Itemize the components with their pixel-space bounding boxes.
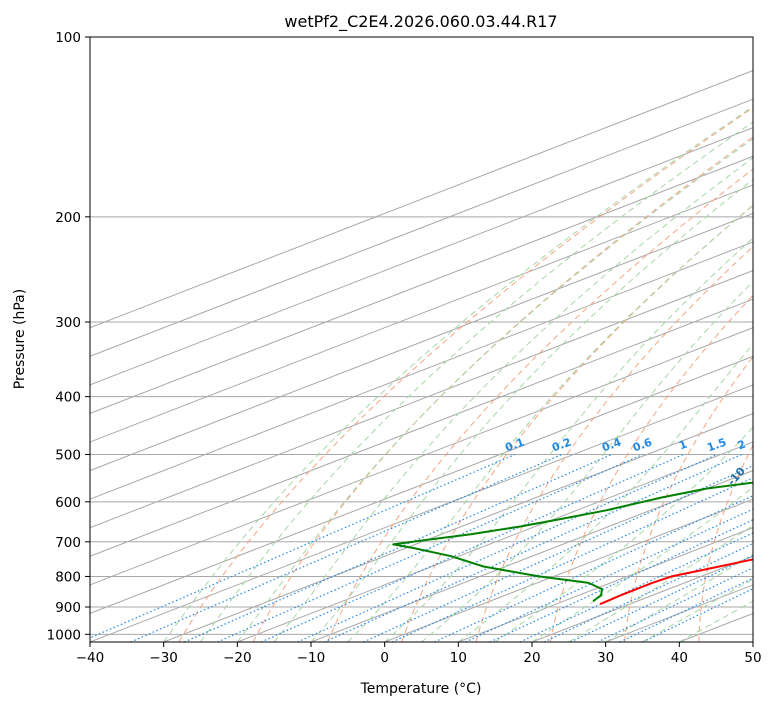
x-tick-label: 0 [380, 650, 389, 666]
dry-adiabat-line [624, 355, 753, 642]
isotherm-line [90, 327, 753, 586]
x-tick-label: −30 [149, 650, 178, 666]
mixing-ratio-line [619, 577, 753, 642]
x-tick-label: 40 [671, 650, 688, 666]
mixing-ratio-line [217, 453, 643, 642]
dry-adiabat-line [549, 294, 753, 642]
y-tick-label: 1000 [47, 627, 81, 643]
dewpoint-profile-line [392, 481, 753, 603]
mixing-ratio-line [434, 495, 753, 642]
isotherm-line [237, 441, 753, 642]
y-tick-label: 100 [55, 30, 81, 46]
dry-adiabat-line [698, 444, 753, 642]
y-tick-label: 800 [55, 569, 81, 585]
moist-adiabat-line [605, 553, 753, 642]
isotherm-line [90, 212, 753, 472]
mixing-ratio-label: 0.2 [550, 436, 573, 455]
y-tick-label: 900 [55, 600, 81, 616]
y-tick-label: 700 [55, 535, 81, 551]
mixing-ratio-line [570, 554, 753, 642]
x-tick-label: 10 [450, 650, 467, 666]
isotherm-line [90, 241, 753, 500]
y-tick-label: 300 [55, 315, 81, 331]
mixing-ratio-line [519, 532, 753, 642]
moist-adiabat-line [200, 121, 753, 642]
mixing-ratio-label: 0.6 [631, 435, 654, 454]
y-tick-label: 200 [55, 210, 81, 226]
mixing-ratio-label: 0.4 [600, 435, 623, 454]
x-tick-label: −20 [223, 650, 252, 666]
moist-adiabat-line [494, 426, 753, 642]
moist-adiabat-line [421, 280, 753, 642]
chart-title: wetPf2_C2E4.2026.060.03.44.R17 [284, 12, 557, 32]
mixing-ratio-label: 1 [677, 438, 689, 453]
isotherm-line [90, 98, 753, 357]
mixing-ratio-line [90, 453, 516, 639]
moist-adiabat-line [310, 178, 753, 642]
moist-adiabat-line [457, 343, 753, 642]
y-tick-label: 600 [55, 495, 81, 511]
x-tick-label: −40 [76, 650, 105, 666]
isotherm-line [90, 270, 753, 529]
isotherm-line [90, 184, 753, 443]
dry-adiabat-line [178, 107, 753, 642]
isotherm-line [458, 527, 753, 642]
mixing-ratio-line [297, 453, 718, 642]
y-tick-label: 400 [55, 390, 81, 406]
dry-adiabat-line [401, 204, 753, 642]
moist-adiabat-line [568, 524, 753, 642]
mixing-ratio-line [183, 453, 613, 642]
isotherm-line [90, 384, 753, 642]
isotherm-line [90, 355, 753, 614]
isotherm-line [90, 155, 753, 414]
mixing-ratio-line [543, 542, 753, 642]
y-axis-label: Pressure (hPa) [12, 289, 28, 389]
moist-adiabat-line [236, 138, 753, 642]
moist-adiabat-line [642, 578, 753, 642]
x-axis-label: Temperature (°C) [360, 681, 482, 697]
plot-area [90, 37, 753, 642]
moist-adiabat-line [384, 237, 753, 642]
dry-adiabat-line [326, 168, 753, 642]
isotherm-line [310, 470, 753, 642]
mixing-ratio-line [260, 453, 684, 642]
plot-frame [89, 36, 754, 643]
mixing-ratio-line [323, 453, 742, 642]
mixing-ratio-label: 2 [736, 438, 748, 453]
isotherm-line [90, 70, 753, 329]
x-tick-label: 20 [523, 650, 540, 666]
y-tick-label: 500 [55, 448, 81, 464]
moist-adiabat-line [163, 106, 753, 642]
mixing-ratio-label: 1.5 [705, 436, 728, 455]
x-tick-label: −10 [297, 650, 326, 666]
x-tick-label: 50 [744, 650, 761, 666]
moist-adiabat-line [347, 204, 753, 642]
moist-adiabat-line [273, 157, 753, 642]
mixing-ratio-label: 0.1 [503, 436, 526, 455]
mixing-ratio-line [597, 567, 753, 642]
x-tick-label: 30 [597, 650, 614, 666]
isotherm-line [90, 127, 753, 386]
isotherm-line [384, 498, 753, 642]
